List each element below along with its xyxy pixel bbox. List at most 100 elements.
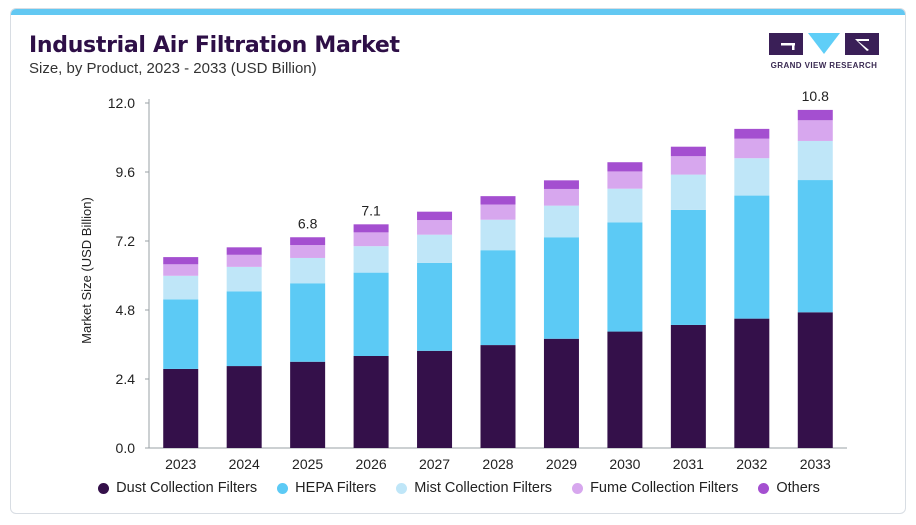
x-tick-label: 2024 <box>229 456 260 472</box>
bar-segment-dust-collection-filters <box>670 324 706 448</box>
bar-segment-others <box>734 128 770 139</box>
bar-segment-hepa-filters <box>734 195 770 319</box>
x-tick-label: 2031 <box>673 456 704 472</box>
x-tick-label: 2026 <box>356 456 387 472</box>
bar-segment-mist-collection-filters <box>670 174 706 210</box>
y-tick-label: 9.6 <box>116 164 136 180</box>
bar-segment-dust-collection-filters <box>226 366 262 448</box>
top-accent-bar <box>11 9 905 15</box>
legend-item: Fume Collection Filters <box>572 480 738 496</box>
bar-total-label: 6.8 <box>298 215 318 231</box>
bar-segment-hepa-filters <box>163 299 199 369</box>
legend-label: HEPA Filters <box>295 480 377 496</box>
legend-label: Others <box>776 480 820 496</box>
bar-segment-fume-collection-filters <box>734 138 770 159</box>
bar-segment-hepa-filters <box>290 283 326 362</box>
chart-legend: Dust Collection Filters HEPA Filters Mist … <box>11 480 905 496</box>
legend-item: HEPA Filters <box>277 480 376 496</box>
bar-segment-dust-collection-filters <box>607 331 643 448</box>
x-tick-label: 2028 <box>482 456 513 472</box>
bar-segment-fume-collection-filters <box>797 120 833 141</box>
bar-segment-dust-collection-filters <box>543 338 579 448</box>
bar-segment-dust-collection-filters <box>353 356 389 448</box>
bar-segment-dust-collection-filters <box>290 361 326 448</box>
bar-segment-hepa-filters <box>543 237 579 339</box>
bar-segment-others <box>226 247 262 255</box>
bar-segment-dust-collection-filters <box>480 345 516 448</box>
y-tick-label: 7.2 <box>116 233 136 249</box>
bar-segment-fume-collection-filters <box>417 220 453 235</box>
bar-segment-others <box>543 180 579 189</box>
bar-segment-mist-collection-filters <box>543 205 579 238</box>
bar-segment-others <box>797 109 833 121</box>
bar-segment-hepa-filters <box>797 180 833 313</box>
x-tick-label: 2029 <box>546 456 577 472</box>
legend-label: Dust Collection Filters <box>116 480 258 496</box>
x-tick-label: 2033 <box>800 456 831 472</box>
bar-segment-mist-collection-filters <box>163 275 199 300</box>
bar-segment-mist-collection-filters <box>797 140 833 181</box>
bar-segment-mist-collection-filters <box>417 234 453 263</box>
bar-segment-mist-collection-filters <box>353 246 389 273</box>
stacked-bar-chart: 0.0 2.4 4.8 7.2 9.6 12.0 Market Size (USD Bill… <box>79 88 847 472</box>
bar-segment-mist-collection-filters <box>734 158 770 196</box>
x-tick-label: 2030 <box>609 456 640 472</box>
x-tick-label: 2032 <box>736 456 767 472</box>
bar-segment-hepa-filters <box>417 262 453 351</box>
y-axis-label: Market Size (USD Billion) <box>79 197 94 344</box>
bar-segment-others <box>417 211 453 221</box>
logo-mark-icon <box>769 33 879 55</box>
legend-label: Mist Collection Filters <box>414 480 553 496</box>
bar-segment-others <box>607 162 643 172</box>
legend-label: Fume Collection Filters <box>590 480 739 496</box>
x-tick-label: 2023 <box>165 456 196 472</box>
legend-swatch <box>98 482 110 494</box>
chart-subtitle: Size, by Product, 2023 - 2033 (USD Billi… <box>29 60 317 77</box>
bar-segment-mist-collection-filters <box>290 257 326 284</box>
bar-segment-mist-collection-filters <box>607 188 643 223</box>
bar-segment-fume-collection-filters <box>670 156 706 175</box>
bar-segment-fume-collection-filters <box>480 204 516 220</box>
bar-total-label: 10.8 <box>802 88 829 104</box>
bar-segment-others <box>163 257 199 265</box>
legend-item: Mist Collection Filters <box>396 480 552 496</box>
bar-segment-fume-collection-filters <box>163 264 199 276</box>
y-tick-label: 12.0 <box>108 95 135 111</box>
chart-card: Industrial Air Filtration Market Size, b… <box>10 8 906 514</box>
bar-segment-others <box>670 146 706 157</box>
bar-segment-hepa-filters <box>480 250 516 346</box>
bar-segment-others <box>353 224 389 233</box>
bar-segment-others <box>290 237 326 246</box>
bar-segment-mist-collection-filters <box>480 219 516 251</box>
bar-segment-hepa-filters <box>670 209 706 325</box>
bar-segment-dust-collection-filters <box>797 312 833 448</box>
bar-segment-dust-collection-filters <box>734 318 770 448</box>
chart-title: Industrial Air Filtration Market <box>29 33 400 58</box>
bar-segment-hepa-filters <box>353 272 389 356</box>
bar-segment-fume-collection-filters <box>543 188 579 206</box>
legend-item: Others <box>758 480 820 496</box>
bar-total-label: 7.1 <box>361 202 381 218</box>
y-tick-label: 4.8 <box>116 302 136 318</box>
legend-swatch <box>396 482 408 494</box>
brand-name: GRAND VIEW RESEARCH <box>770 61 878 70</box>
x-tick-label: 2027 <box>419 456 450 472</box>
bar-segment-hepa-filters <box>607 222 643 332</box>
bar-segment-fume-collection-filters <box>353 232 389 247</box>
legend-swatch <box>277 482 289 494</box>
y-tick-label: 2.4 <box>116 371 136 387</box>
y-tick-label: 0.0 <box>116 440 136 456</box>
legend-swatch <box>572 482 584 494</box>
bar-segment-fume-collection-filters <box>290 245 326 258</box>
bar-segment-hepa-filters <box>226 291 262 367</box>
bar-segment-fume-collection-filters <box>607 171 643 189</box>
bar-segment-fume-collection-filters <box>226 254 262 267</box>
x-tick-label: 2025 <box>292 456 323 472</box>
bar-segment-others <box>480 196 516 205</box>
bar-segment-dust-collection-filters <box>417 350 453 448</box>
bar-segment-mist-collection-filters <box>226 266 262 292</box>
legend-swatch <box>758 482 770 494</box>
bar-segment-dust-collection-filters <box>163 368 199 448</box>
legend-item: Dust Collection Filters <box>98 480 257 496</box>
brand-logo: GRAND VIEW RESEARCH <box>759 31 889 81</box>
